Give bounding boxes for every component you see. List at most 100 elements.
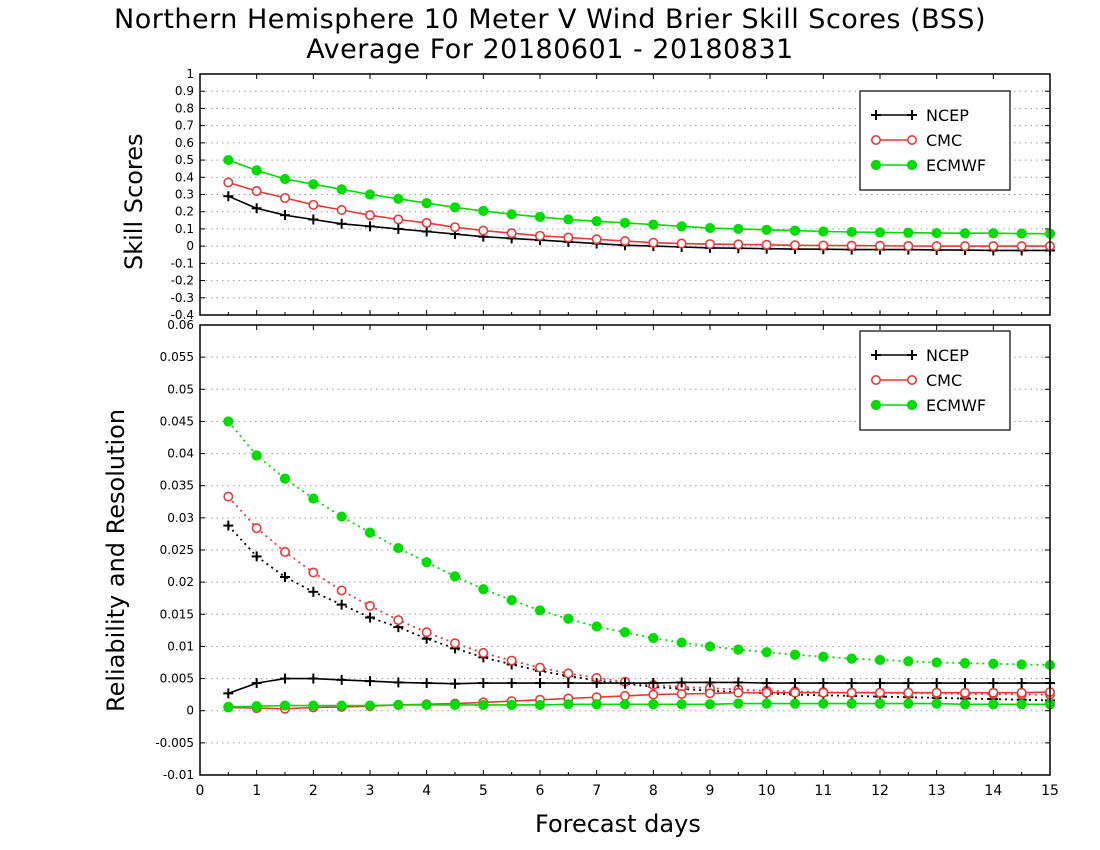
reliability-panel-ytick-label: 0.055 [160,350,194,364]
reliability-panel-point-ecmwf [733,698,744,709]
skill-panel-point-ecmwf [308,179,319,190]
reliability-panel-ytick-label: -0.005 [155,736,194,750]
reliability-panel-point-ecmwf [534,699,546,711]
skill-panel-point-ecmwf [733,223,744,235]
reliability-panel-point-ecmwf [449,571,461,582]
reliability-panel-point-ecmwf [846,698,857,709]
skill-panel-point-ecmwf [874,227,886,238]
skill-panel-legend: NCEP CMC ECMWF [859,90,1011,191]
chart-title-line1: Northern Hemisphere 10 Meter V Wind Brie… [114,4,986,35]
reliability-panel-point-ecmwf [619,627,631,638]
skill-panel-point-cmc [591,234,602,245]
reliability-panel-series-ecmwf-solid [223,698,1056,712]
skill-panel-frame [199,73,1051,316]
reliability-panel-point-ecmwf [988,658,999,669]
skill-panel-ytick-label: 0.3 [175,188,194,202]
reliability-panel-legend-marker-ecmwf [906,399,918,411]
skill-panel-legend-marker-cmc [870,135,881,146]
reliability-panel-ytick-label: 0 [186,704,194,718]
skill-panel-point-cmc [449,222,460,233]
skill-panel-point-ecmwf [279,173,291,185]
reliability-panel-point-cmc [364,600,375,611]
skill-panel-point-cmc [903,240,914,251]
skill-panel-ytick-label: 0.5 [175,153,194,167]
skill-panel-point-ecmwf [478,205,489,216]
reliability-panel-ytick-label: 0.02 [167,575,194,589]
reliability-panel-point-ecmwf [393,699,404,711]
skill-panel-point-cmc [704,239,715,250]
xtick-label: 8 [649,783,658,799]
skill-panel-point-cmc [308,199,319,210]
reliability-panel-point-ecmwf [931,657,942,668]
reliability-panel-point-ecmwf [959,658,971,669]
skill-panel-point-ecmwf [704,222,716,234]
skill-panel-point-ecmwf [846,226,857,238]
reliability-panel-point-ecmwf [619,699,631,710]
reliability-panel-point-ecmwf [336,700,347,711]
reliability-panel-legend-label-ncep: NCEP [926,346,969,365]
reliability-panel-point-cmc [704,688,715,699]
skill-panel-point-ecmwf [336,184,347,195]
reliability-panel-point-ecmwf [506,699,517,711]
skill-panel-legend-marker-ecmwf [870,159,882,171]
skill-panel-ytick-label: 0.7 [175,119,194,133]
reliability-panel-ytick-label: 0.04 [167,447,194,461]
reliability-panel-point-ecmwf [364,700,376,711]
skill-panel-point-ecmwf [903,227,914,238]
skill-panel-point-ecmwf [959,228,971,239]
reliability-panel-point-ecmwf [563,613,574,624]
skill-panel-ytick-label: -0.2 [171,274,194,288]
chart-title-line2: Average For 20180601 - 20180831 [306,34,794,65]
reliability-panel-point-cmc [393,615,404,626]
reliability-panel-point-cmc [903,687,914,698]
skill-panel-point-cmc [988,241,999,252]
reliability-panel-point-cmc [534,662,545,673]
skill-panel-point-cmc [421,217,432,228]
reliability-panel-point-ecmwf [676,699,687,710]
skill-panel-ytick-label: 0.1 [175,222,194,236]
skill-panel-point-cmc [733,239,744,250]
skill-panel-point-ecmwf [931,227,942,239]
xtick-label: 0 [196,783,205,799]
skill-panel-ytick-label: 0.6 [175,136,194,150]
reliability-panel-ytick-label: 0.015 [160,607,194,621]
reliability-panel-point-cmc [506,655,517,666]
skill-panel-point-ecmwf [619,217,631,229]
skill-panel-point-cmc [619,235,630,246]
reliability-panel-ytick-label: 0.03 [167,511,194,525]
skill-panel-point-ecmwf [421,198,432,209]
skill-panel-legend-label-ecmwf: ECMWF [926,156,986,175]
reliability-panel-point-ecmwf [478,584,489,595]
skill-panel-point-cmc [251,186,262,197]
xtick-label: 10 [758,783,776,799]
skill-panel-point-cmc [818,240,829,251]
reliability-panel-point-cmc [308,567,319,578]
reliability-panel-legend-marker-cmc [906,374,917,385]
skill-panel-point-ecmwf [591,216,602,227]
reliability-panel-ytick-label: 0.045 [160,414,194,428]
skill-panel-point-cmc [506,228,517,239]
reliability-panel-point-ecmwf [931,698,942,709]
skill-panel-point-ecmwf [563,214,574,225]
skill-panel-point-ecmwf [364,189,376,200]
reliability-panel-point-cmc [931,687,942,698]
reliability-panel-point-ecmwf [534,605,546,616]
reliability-panel-point-ecmwf [251,450,262,461]
xtick-label: 9 [706,783,715,799]
xtick-label: 3 [366,783,375,799]
reliability-panel-point-ecmwf [903,656,914,667]
reliability-panel-line-ecmwf [227,420,1051,666]
reliability-panel-point-cmc [789,687,800,698]
reliability-panel-point-ecmwf [988,699,999,710]
reliability-panel-point-ecmwf [818,698,829,709]
xtick-label: 12 [871,783,889,799]
skill-panel-point-cmc [364,210,375,221]
reliability-panel-ytick-label: 0.025 [160,543,194,557]
reliability-panel-point-cmc [959,687,970,698]
reliability-panel-point-cmc [988,687,999,698]
reliability-panel-point-ecmwf [308,493,319,504]
skill-panel-point-ecmwf [818,226,829,237]
reliability-panel-point-ecmwf [733,644,744,655]
reliability-panel-point-cmc [449,638,460,649]
